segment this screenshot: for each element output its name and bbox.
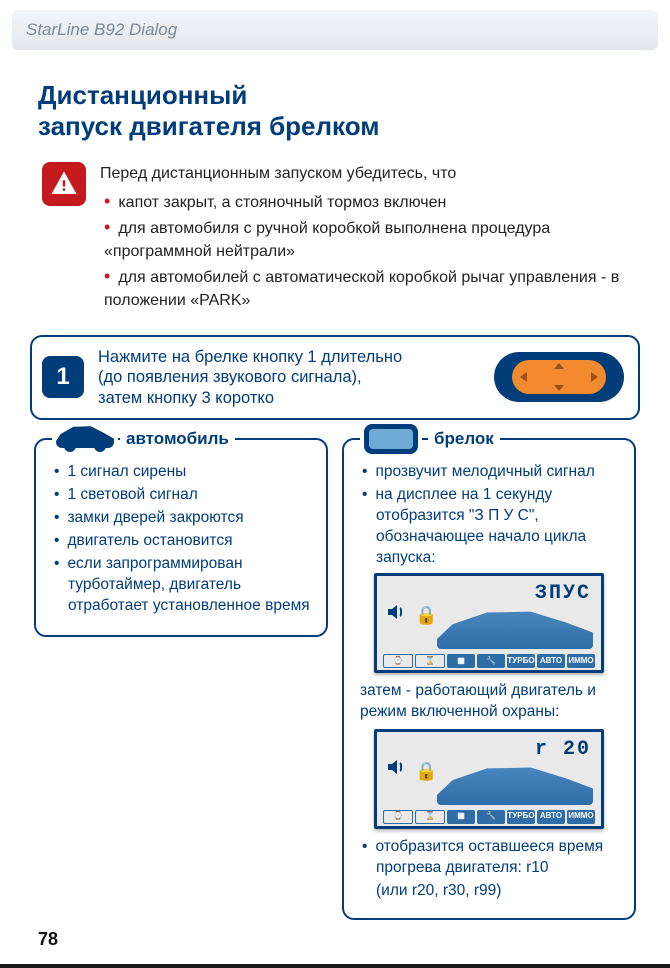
car-icon xyxy=(52,424,118,448)
list-item: если запрограммирован турботаймер, двига… xyxy=(54,554,312,617)
warning-item: для автомобилей с автоматической коробко… xyxy=(104,263,628,312)
lcd-car-running-icon xyxy=(437,763,593,805)
lcd2-text: r 20 xyxy=(437,736,595,763)
page-number: 78 xyxy=(38,929,58,950)
step-line-3: затем кнопку 3 коротко xyxy=(98,389,274,407)
step-box: 1 Нажмите на брелке кнопку 1 длительно (… xyxy=(30,335,640,421)
list-item: на дисплее на 1 секунду отобразится "З П… xyxy=(362,485,620,569)
warning-text: Перед дистанционным запуском убедитесь, … xyxy=(100,162,628,312)
remote-icon xyxy=(494,352,624,402)
speaker-icon xyxy=(383,600,409,631)
chip-icon: ТУРБО xyxy=(507,654,535,668)
alert-icon xyxy=(42,162,86,206)
car-panel: автомобиль 1 сигнал сирены 1 световой си… xyxy=(34,438,328,636)
mid-text-1: затем - работающий двигатель и режим вкл… xyxy=(360,681,618,723)
fob-list-top: прозвучит мелодичный сигнал на дисплее н… xyxy=(358,462,620,569)
list-item: замки дверей закроются xyxy=(54,508,312,529)
lcd-display-1: 🔒 ЗПУС ⌚ ⌛ ▦ 🔧 ТУРБО АВТО ИММО xyxy=(374,573,604,673)
warning-item: капот закрыт, а стояночный тормоз включе… xyxy=(104,188,628,214)
tail-note: (или r20, r30, r99) xyxy=(358,881,620,902)
lcd-display-2: 🔒 r 20 ⌚ ⌛ ▦ 🔧 ТУРБО АВТО ИММО xyxy=(374,729,604,829)
lock-icon: 🔒 xyxy=(415,759,431,783)
chip-icon: АВТО xyxy=(537,810,565,824)
step-number: 1 xyxy=(42,356,84,398)
warning-lead: Перед дистанционным запуском убедитесь, … xyxy=(100,162,628,185)
speaker-icon xyxy=(383,755,409,786)
step-line-1: Нажмите на брелке кнопку 1 длительно xyxy=(98,348,402,366)
lock-icon: 🔒 xyxy=(415,603,431,627)
columns: автомобиль 1 сигнал сирены 1 световой си… xyxy=(34,438,636,919)
chip-icon: ТУРБО xyxy=(507,810,535,824)
chip-icon: ИММО xyxy=(567,810,595,824)
warning-item: для автомобиля с ручной коробкой выполне… xyxy=(104,214,628,263)
step-text: Нажмите на брелке кнопку 1 длительно (до… xyxy=(94,337,480,419)
list-item: прозвучит мелодичный сигнал xyxy=(362,462,620,483)
step-number-wrap: 1 xyxy=(32,337,94,419)
fob-panel: брелок прозвучит мелодичный сигнал на ди… xyxy=(342,438,636,919)
remote-image xyxy=(480,337,638,419)
warning-block: Перед дистанционным запуском убедитесь, … xyxy=(42,162,628,312)
lcd1-text: ЗПУС xyxy=(437,580,595,607)
chip-icon: 🔧 xyxy=(477,810,505,824)
lcd-strip: ⌚ ⌛ ▦ 🔧 ТУРБО АВТО ИММО xyxy=(383,654,595,668)
chip-icon: 🔧 xyxy=(477,654,505,668)
chip-icon: ▦ xyxy=(447,810,475,824)
list-item: 1 световой сигнал xyxy=(54,485,312,506)
chip-icon: АВТО xyxy=(537,654,565,668)
list-item: двигатель остановится xyxy=(54,531,312,552)
product-name: StarLine B92 Dialog xyxy=(26,20,177,39)
lcd-car-icon xyxy=(437,607,593,649)
chip-icon: ⌚ xyxy=(383,810,413,824)
fob-list-bottom: отобразится оставшееся время прогрева дв… xyxy=(358,837,620,879)
warning-list: капот закрыт, а стояночный тормоз включе… xyxy=(100,188,628,313)
lcd-strip: ⌚ ⌛ ▦ 🔧 ТУРБО АВТО ИММО xyxy=(383,810,595,824)
fob-icon xyxy=(360,424,422,454)
list-item: 1 сигнал сирены xyxy=(54,462,312,483)
car-panel-label: автомобиль xyxy=(120,428,235,451)
step-line-2: (до появления звукового сигнала), xyxy=(98,368,362,386)
title-line-2: запуск двигателя брелком xyxy=(38,111,379,141)
fob-panel-label: брелок xyxy=(428,428,500,451)
car-list: 1 сигнал сирены 1 световой сигнал замки … xyxy=(50,462,312,616)
list-item: отобразится оставшееся время прогрева дв… xyxy=(362,837,620,879)
chip-icon: ⌚ xyxy=(383,654,413,668)
header-bar: StarLine B92 Dialog xyxy=(12,10,658,50)
chip-icon: ИММО xyxy=(567,654,595,668)
chip-icon: ▦ xyxy=(447,654,475,668)
bottom-edge xyxy=(0,964,670,968)
page-title: Дистанционный запуск двигателя брелком xyxy=(38,80,632,142)
chip-icon: ⌛ xyxy=(415,810,445,824)
chip-icon: ⌛ xyxy=(415,654,445,668)
title-line-1: Дистанционный xyxy=(38,80,247,110)
